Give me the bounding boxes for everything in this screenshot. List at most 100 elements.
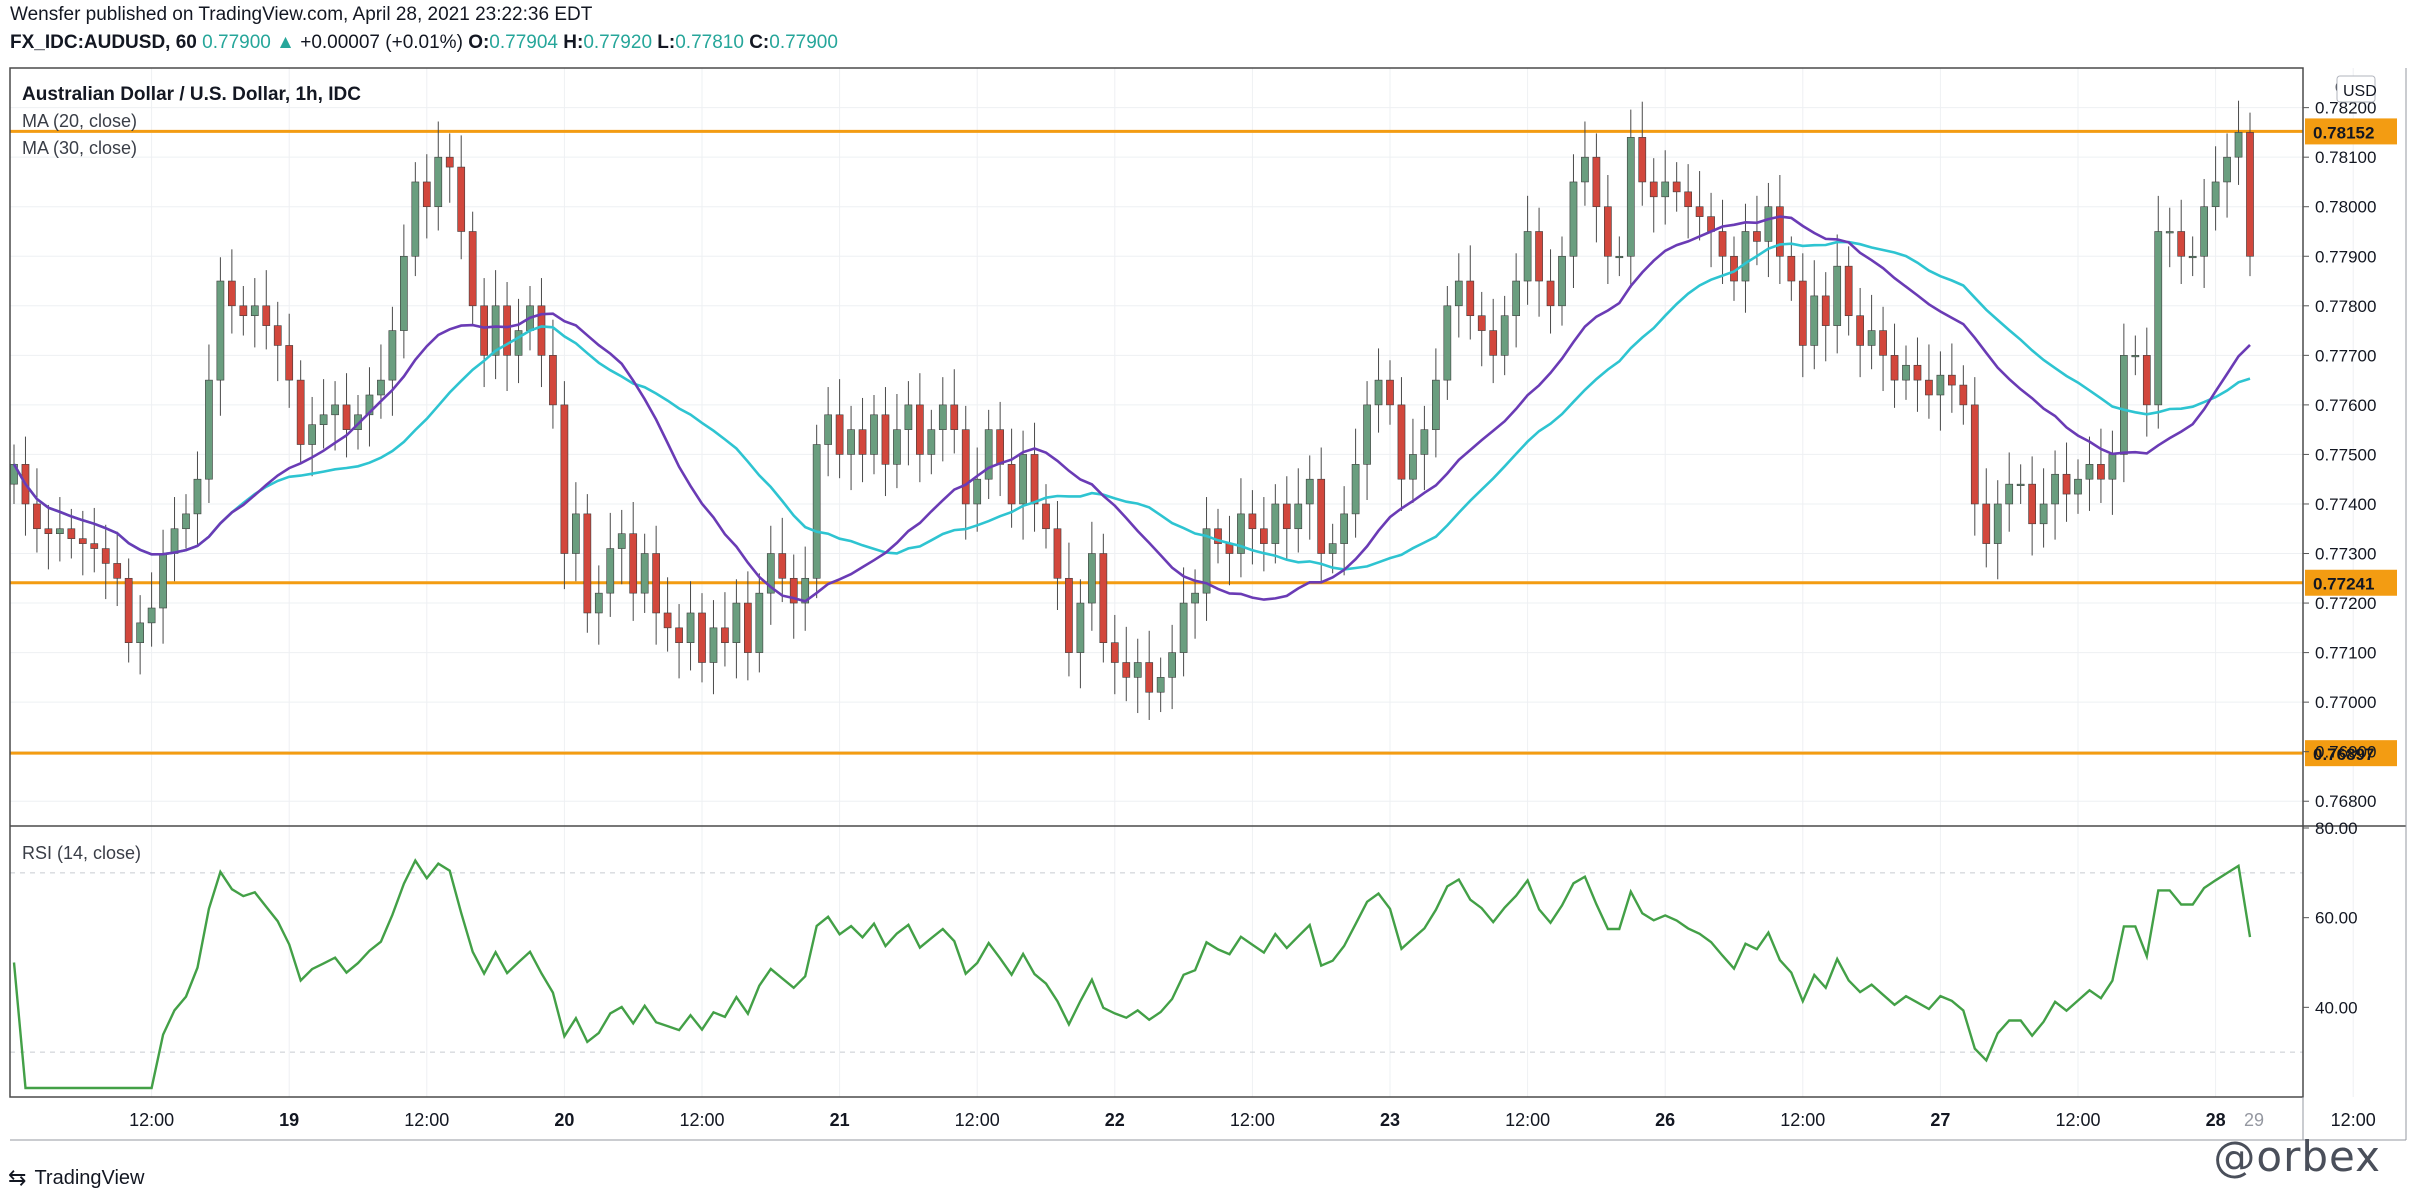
candle-body [1558, 255, 1566, 307]
candle-body [285, 345, 294, 381]
open-label: O: [468, 32, 490, 53]
tradingview-logo-icon: ⇆ [8, 1165, 27, 1190]
time-tick-label: 22 [1105, 1110, 1125, 1130]
candle-body [549, 355, 557, 406]
candle-body [411, 181, 420, 257]
candle-body [1397, 404, 1406, 480]
candle-body [457, 166, 466, 232]
low-value: 0.77810 [675, 32, 744, 53]
candle-body [1810, 295, 1819, 346]
price-tick-label: 0.78100 [2315, 148, 2376, 167]
candle-body [1202, 528, 1211, 594]
candle-body [2211, 181, 2220, 208]
rsi-tick-label: 80.00 [2315, 819, 2358, 838]
candle-body [1420, 429, 1429, 455]
time-tick-label: 12:00 [129, 1110, 174, 1130]
candle-body [1110, 642, 1119, 663]
candle-body [2085, 464, 2094, 480]
candle-body [1007, 464, 1016, 505]
candle-body [1546, 280, 1555, 307]
tradingview-footer[interactable]: ⇆ TradingView [8, 1165, 145, 1191]
candle-body [2005, 483, 2014, 505]
ma30-line [12, 240, 2251, 571]
candle-body [159, 553, 167, 609]
level-price-tag [2305, 740, 2397, 767]
candle-body [847, 429, 855, 455]
candle-body [1260, 528, 1268, 544]
candle-body [468, 231, 477, 307]
candle-body [514, 330, 523, 356]
candle-body [1145, 662, 1154, 693]
candle-body [1076, 602, 1085, 653]
candle-body [1317, 478, 1326, 554]
candle-body [663, 612, 672, 629]
candle-body [1351, 464, 1360, 515]
candle-body [1970, 404, 1979, 505]
candle-body [2108, 454, 2117, 480]
time-tick-label: 27 [1930, 1110, 1950, 1130]
price-tick-label: 0.78000 [2315, 198, 2376, 217]
candle-body [766, 553, 775, 594]
candle-body [124, 577, 133, 643]
candle-body [1902, 364, 1910, 381]
price-tick-label: 0.78200 [2315, 99, 2376, 118]
candle-body [2074, 478, 2082, 495]
candle-body [617, 533, 626, 549]
level-price-tag [2305, 118, 2397, 145]
time-tick-label: 12:00 [679, 1110, 724, 1130]
candle-body [2154, 231, 2163, 406]
publisher-line: Wensfer published on TradingView.com, Ap… [10, 4, 593, 25]
candle-body [136, 622, 144, 643]
candle-body [1386, 379, 1394, 406]
candle-body [2177, 231, 2186, 257]
candle-body [744, 602, 752, 653]
level-price-label: 0.76897 [2313, 745, 2374, 764]
candle-body [1581, 156, 1589, 183]
tradingview-brand: TradingView [34, 1166, 145, 1189]
candle-body [2039, 503, 2048, 525]
rsi-legend: RSI (14, close) [22, 843, 141, 863]
candle-body [205, 379, 213, 480]
candle-body [388, 330, 397, 381]
candle-body [1535, 231, 1543, 282]
candle-body [1867, 330, 1876, 346]
candle-body [1454, 280, 1463, 307]
candle-body [331, 404, 339, 416]
candle-body [938, 404, 947, 430]
candle-body [1156, 677, 1165, 693]
candle-body [296, 379, 305, 445]
candle-body [480, 305, 488, 356]
candle-body [1982, 503, 1991, 544]
price-tick-label: 0.76800 [2315, 792, 2376, 811]
moving-averages [12, 215, 2251, 603]
rsi-line [12, 858, 2252, 1090]
candle-body [182, 513, 190, 530]
candle-body [881, 414, 890, 465]
candle-body [1168, 652, 1176, 678]
candle-body [422, 181, 431, 208]
candle-body [1523, 231, 1532, 282]
candle-body [1030, 454, 1039, 505]
candle-body [365, 394, 374, 416]
candle-body [916, 404, 924, 455]
level-price-label: 0.77241 [2313, 575, 2374, 594]
candle-body [262, 305, 271, 326]
candle-body [1512, 280, 1520, 317]
candle-body [1913, 364, 1922, 381]
time-tick-label: 12:00 [1505, 1110, 1550, 1130]
candle-body [170, 528, 179, 554]
high-value: 0.77920 [583, 32, 653, 53]
candle-body [572, 513, 580, 554]
candle-body [778, 553, 787, 579]
candle-body [1718, 231, 1727, 257]
candle-body [1672, 181, 1681, 193]
candle-body [2028, 483, 2036, 525]
candle-body [1500, 315, 1509, 356]
candle-body [594, 592, 603, 614]
time-tick-label: 12:00 [2055, 1110, 2100, 1130]
candle-body [870, 414, 878, 455]
candle-body [2165, 231, 2174, 234]
candlestick-series [10, 100, 2254, 720]
candle-body [1477, 315, 1486, 331]
